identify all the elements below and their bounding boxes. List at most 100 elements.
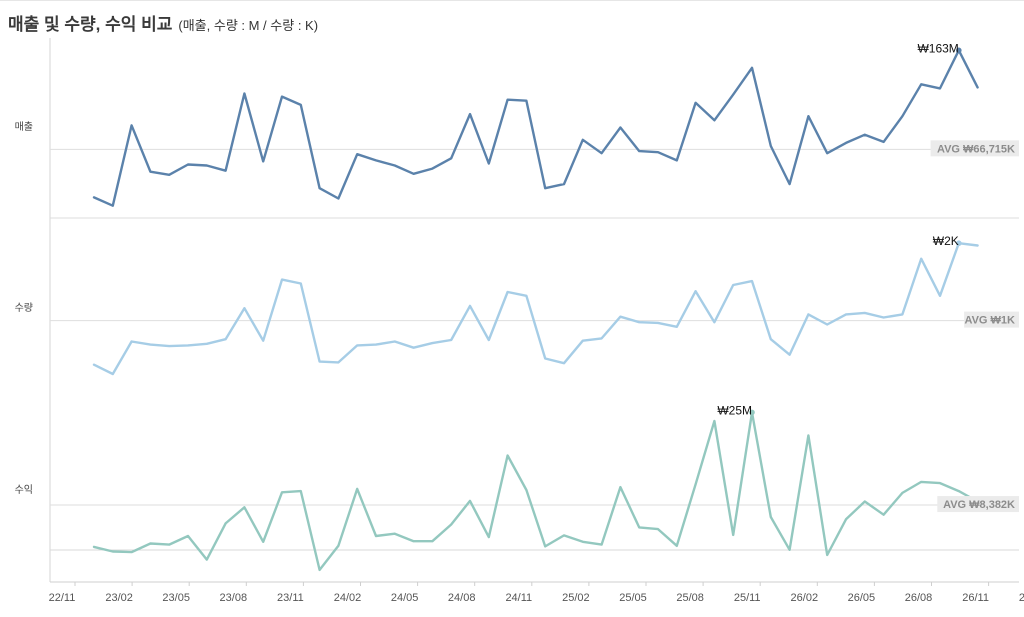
data-point <box>582 541 584 543</box>
data-point <box>770 516 772 518</box>
panel-label-1: 수량 <box>15 302 33 314</box>
data-point <box>770 338 772 340</box>
data-point <box>356 344 358 346</box>
data-point <box>920 481 922 483</box>
data-point <box>582 139 584 141</box>
data-point <box>300 490 302 492</box>
data-point <box>582 340 584 342</box>
data-point <box>882 514 884 516</box>
data-point <box>638 321 640 323</box>
data-point <box>676 159 678 161</box>
data-point <box>694 102 696 104</box>
max-point-marker-2 <box>749 409 755 416</box>
avg-label-1: AVG ₩1K <box>964 315 1015 327</box>
data-point <box>958 490 960 492</box>
x-tick-label: 25/02 <box>562 592 590 604</box>
data-point <box>920 83 922 85</box>
data-point <box>713 420 715 422</box>
data-point <box>901 115 903 117</box>
x-tick-label: 25/11 <box>734 592 761 604</box>
max-value-label-0: ₩163M <box>917 41 958 55</box>
data-point <box>506 99 508 101</box>
x-tick-label: 23/05 <box>162 592 190 604</box>
data-point <box>864 134 866 136</box>
data-point <box>262 541 264 543</box>
data-point <box>600 152 602 154</box>
data-point <box>412 347 414 349</box>
data-point <box>676 326 678 328</box>
data-point <box>694 483 696 485</box>
data-point <box>713 321 715 323</box>
x-tick-label: 26/05 <box>848 592 876 604</box>
avg-label-0: AVG ₩66,715K <box>937 143 1015 155</box>
data-point <box>488 536 490 538</box>
data-point <box>563 183 565 185</box>
data-point <box>488 162 490 164</box>
data-point <box>168 543 170 545</box>
data-point <box>187 344 189 346</box>
data-point <box>751 67 753 69</box>
data-point <box>394 340 396 342</box>
x-tick-label: 23/11 <box>277 592 304 604</box>
x-tick-label: 24/11 <box>505 592 532 604</box>
data-point <box>281 95 283 97</box>
series-line-2 <box>92 411 979 572</box>
data-point <box>168 174 170 176</box>
data-point <box>807 434 809 436</box>
data-point <box>187 535 189 537</box>
chart-subtitle: (매출, 수량 : M / 수량 : K) <box>178 18 319 33</box>
data-point <box>901 313 903 315</box>
data-point <box>600 543 602 545</box>
data-point <box>732 284 734 286</box>
data-point <box>864 500 866 502</box>
panel-label-2: 수익 <box>15 484 33 496</box>
data-point <box>488 339 490 341</box>
data-point <box>93 196 95 198</box>
data-point <box>525 489 527 491</box>
chart-title: 매출 및 수량, 수익 비교 <box>8 15 173 34</box>
data-point <box>318 569 320 571</box>
data-point <box>469 500 471 502</box>
series-line-0 <box>92 49 979 207</box>
data-point <box>469 305 471 307</box>
data-point <box>243 506 245 508</box>
data-point <box>619 486 621 488</box>
top-border <box>0 0 1024 1</box>
data-point <box>431 167 433 169</box>
data-point <box>130 551 132 553</box>
data-point <box>807 313 809 315</box>
data-point <box>262 340 264 342</box>
data-point <box>394 164 396 166</box>
data-point <box>826 323 828 325</box>
data-point <box>243 307 245 309</box>
x-tick-label: 24/08 <box>448 592 476 604</box>
avg-label-bg-1 <box>964 311 1019 328</box>
data-point <box>93 546 95 548</box>
data-point <box>112 205 114 207</box>
data-point <box>375 343 377 345</box>
data-point <box>450 339 452 341</box>
data-point <box>976 244 978 246</box>
data-point <box>525 295 527 297</box>
data-point <box>149 542 151 544</box>
data-point <box>412 173 414 175</box>
data-point <box>807 115 809 117</box>
data-point <box>431 540 433 542</box>
data-point <box>976 86 978 88</box>
data-point <box>450 157 452 159</box>
x-tick-label: 25/08 <box>676 592 704 604</box>
data-point <box>112 550 114 552</box>
data-point <box>450 523 452 525</box>
avg-label-bg-0 <box>930 140 1019 157</box>
x-tick-label: 25/05 <box>619 592 647 604</box>
data-point <box>93 364 95 366</box>
data-point <box>149 343 151 345</box>
data-point <box>206 343 208 345</box>
data-point <box>525 100 527 102</box>
data-point <box>394 533 396 535</box>
data-point <box>337 545 339 547</box>
data-point <box>224 338 226 340</box>
data-point <box>544 545 546 547</box>
data-point <box>638 526 640 528</box>
